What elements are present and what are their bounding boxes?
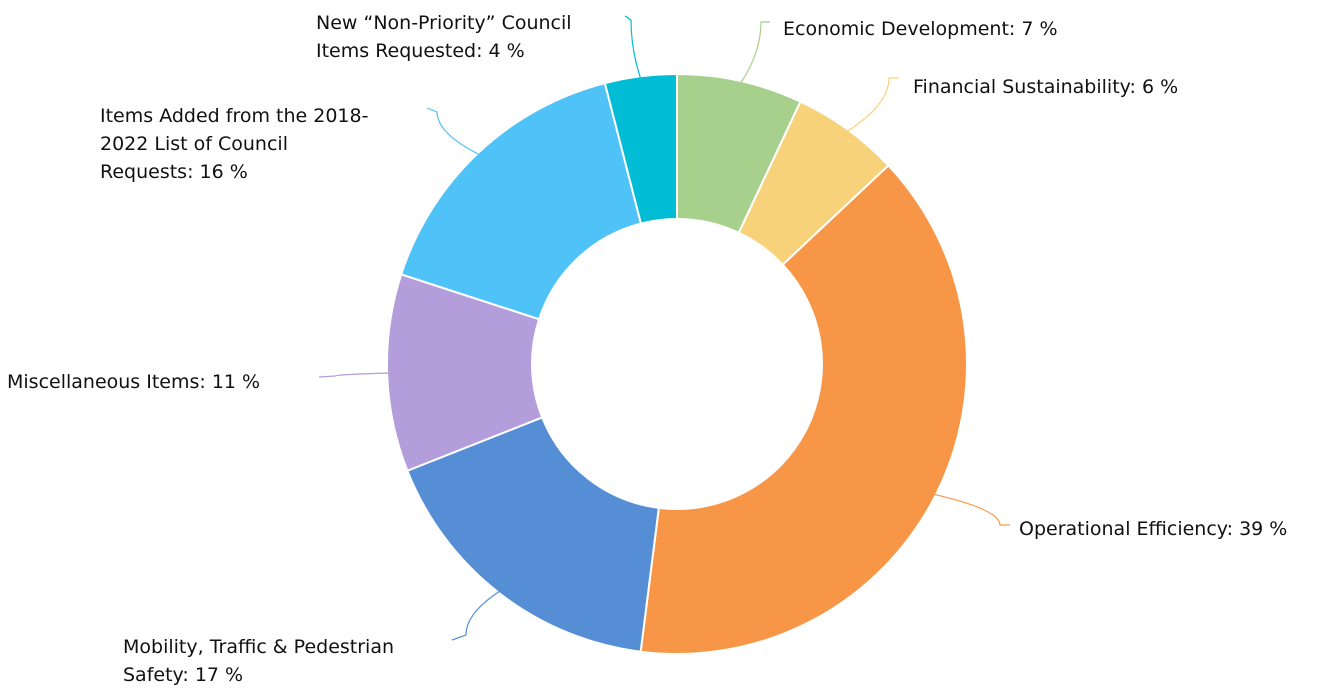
slice-label-new-non-priority-council-items-requested: New “Non-Priority” Council Items Requeste… — [316, 12, 572, 62]
slice-new-non-priority-council-items-requested — [603, 72, 678, 225]
labels-layer: Economic Development: 7 % Financial Susta… — [7, 12, 1287, 686]
leader-lines-layer — [318, 15, 1010, 641]
slices-layer — [386, 72, 968, 655]
slice-operational-efficiency — [639, 164, 968, 655]
slice-miscellaneous-items — [386, 273, 544, 473]
slice-label-miscellaneous-items: Miscellaneous Items: 11 % — [7, 371, 260, 393]
slice-items-added-from-the-2018-2022-list-of-council-requests — [399, 81, 643, 321]
slice-label-operational-efficiency: Operational Efficiency: 39 % — [1019, 518, 1287, 540]
slice-label-items-added-from-the-2018-2022-list-of-council-requests: Items Added from the 2018-2022 List of C… — [100, 105, 368, 183]
leader-line-financial-sustainability — [844, 77, 899, 134]
slice-mobility-traffic-pedestrian-safety — [406, 416, 660, 653]
leader-line-new-non-priority-council-items-requested — [624, 15, 642, 81]
slice-label-mobility-traffic-pedestrian-safety: Mobility, Traffic & Pedestrian Safety: 17… — [123, 636, 394, 686]
slice-label-economic-development: Economic Development: 7 % — [783, 18, 1058, 40]
leader-line-economic-development — [738, 21, 770, 86]
leader-line-operational-efficiency — [931, 493, 1010, 526]
leader-line-items-added-from-the-2018-2022-list-of-council-requests — [426, 107, 482, 157]
leader-line-miscellaneous-items — [318, 372, 392, 378]
leader-line-mobility-traffic-pedestrian-safety — [451, 589, 503, 641]
slice-label-financial-sustainability: Financial Sustainability: 6 % — [913, 76, 1178, 98]
